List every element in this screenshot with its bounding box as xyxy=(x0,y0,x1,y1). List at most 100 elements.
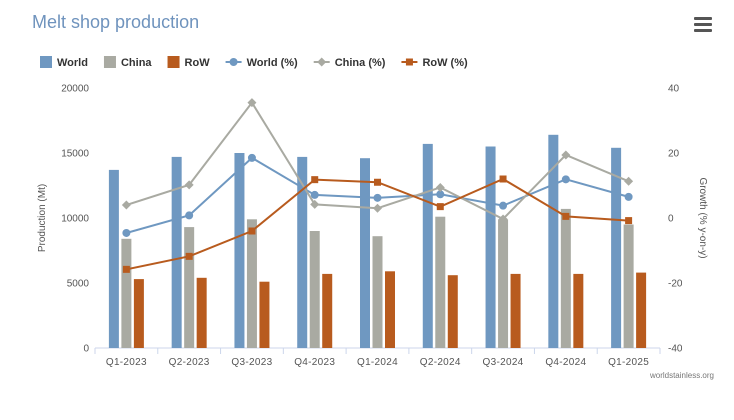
legend-item-china: China (%) xyxy=(313,57,386,69)
bar-world xyxy=(422,143,433,348)
legend-item-world: World xyxy=(40,56,88,69)
x-tick-label: Q4-2024 xyxy=(545,357,586,368)
point-china xyxy=(184,180,194,190)
legend-swatch-marker xyxy=(317,57,327,67)
y-tick-label: 0 xyxy=(83,344,89,355)
bar-world xyxy=(548,134,559,348)
x-tick-label: Q3-2023 xyxy=(231,357,272,368)
axes: 0 5000 10000 15000 20000 -40 -20 0 20 40 Q1-2023 Q2… xyxy=(37,84,708,369)
point-row xyxy=(625,217,633,225)
y-tick-label: 10000 xyxy=(61,214,89,225)
point-china xyxy=(373,203,382,213)
legend-swatch xyxy=(167,56,180,68)
bar-china xyxy=(560,208,571,348)
legend-label: China (%) xyxy=(335,57,386,69)
y-tick-label: 5000 xyxy=(67,279,90,290)
point-china xyxy=(310,199,320,209)
bars xyxy=(108,134,647,348)
point-world xyxy=(373,193,382,202)
point-china xyxy=(435,182,445,192)
point-world xyxy=(436,190,445,199)
bar-row xyxy=(385,271,395,348)
point-row xyxy=(499,175,507,183)
chart-title: Melt shop production xyxy=(32,12,200,32)
point-row xyxy=(185,252,193,260)
y-tick-label: 20000 xyxy=(61,84,89,95)
point-row xyxy=(122,265,130,273)
point-row xyxy=(311,176,319,184)
legend-label: World xyxy=(57,57,88,69)
point-world xyxy=(310,190,319,199)
point-china xyxy=(561,150,571,160)
bar-world xyxy=(360,158,370,348)
x-tick-label: Q2-2024 xyxy=(420,357,461,368)
bar-china xyxy=(435,216,446,348)
growth-lines xyxy=(121,98,634,273)
bar-china xyxy=(246,219,257,348)
y-axis-title: Production (Mt) xyxy=(37,184,48,252)
bar-world xyxy=(611,147,622,348)
point-world xyxy=(499,201,508,210)
y-tick-label: 15000 xyxy=(61,149,89,160)
point-world xyxy=(624,192,633,201)
x-tick-label: Q3-2024 xyxy=(483,357,524,368)
legend-swatch-marker xyxy=(405,58,413,66)
bar-row xyxy=(573,273,584,348)
bar-world xyxy=(297,156,308,348)
bar-china xyxy=(309,231,320,348)
y2-tick-label: -20 xyxy=(668,279,683,290)
x-tick-label: Q1-2023 xyxy=(106,357,147,368)
point-row xyxy=(562,212,570,220)
point-china xyxy=(498,214,508,224)
point-row xyxy=(248,227,256,235)
bar-world xyxy=(234,153,245,348)
bar-row xyxy=(636,272,647,348)
y2-tick-label: 40 xyxy=(668,84,680,95)
y2-tick-label: 20 xyxy=(668,149,680,160)
bar-world xyxy=(171,156,182,348)
legend-label: China xyxy=(121,57,152,69)
bar-china xyxy=(623,224,634,348)
bar-row xyxy=(322,273,333,348)
point-china xyxy=(247,98,257,108)
legend-label: RoW xyxy=(185,57,211,69)
bar-row xyxy=(447,275,458,348)
legend-label: RoW (%) xyxy=(422,57,468,69)
credit-text: worldstainless.org xyxy=(649,371,714,380)
bar-china xyxy=(498,219,509,348)
x-tick-label: Q2-2023 xyxy=(169,357,210,368)
y2-tick-label: 0 xyxy=(668,214,674,225)
legend-swatch-marker xyxy=(229,58,238,66)
point-china xyxy=(121,200,131,210)
x-tick-label: Q4-2023 xyxy=(294,357,335,368)
hamburger-menu-icon[interactable] xyxy=(694,17,712,33)
legend-swatch xyxy=(40,56,52,68)
bar-world xyxy=(108,169,119,348)
bar-china xyxy=(121,238,132,348)
bar-row xyxy=(196,277,207,348)
legend-item-row: RoW (%) xyxy=(401,57,468,69)
point-world xyxy=(122,228,131,237)
bar-china xyxy=(372,236,383,348)
bar-row xyxy=(510,273,521,348)
bar-row xyxy=(133,279,144,348)
bar-china xyxy=(184,227,195,348)
point-china xyxy=(624,176,634,186)
point-world xyxy=(247,153,256,162)
legend-item-world: World (%) xyxy=(225,57,298,69)
legend: World China RoW World (%) China (%) RoW (%) xyxy=(40,56,468,69)
point-row xyxy=(374,178,381,186)
point-world xyxy=(185,211,194,220)
y2-axis-title: Growth (% y-on-y) xyxy=(697,177,708,258)
x-tick-label: Q1-2024 xyxy=(357,357,398,368)
point-row xyxy=(436,203,444,211)
legend-swatch xyxy=(103,56,116,68)
legend-item-china: China xyxy=(103,56,152,69)
x-tick-label: Q1-2025 xyxy=(608,357,649,368)
bar-row xyxy=(259,281,270,348)
bar-world xyxy=(485,146,496,348)
legend-item-row: RoW xyxy=(167,56,211,69)
y2-tick-label: -40 xyxy=(668,344,683,355)
point-world xyxy=(561,175,570,184)
